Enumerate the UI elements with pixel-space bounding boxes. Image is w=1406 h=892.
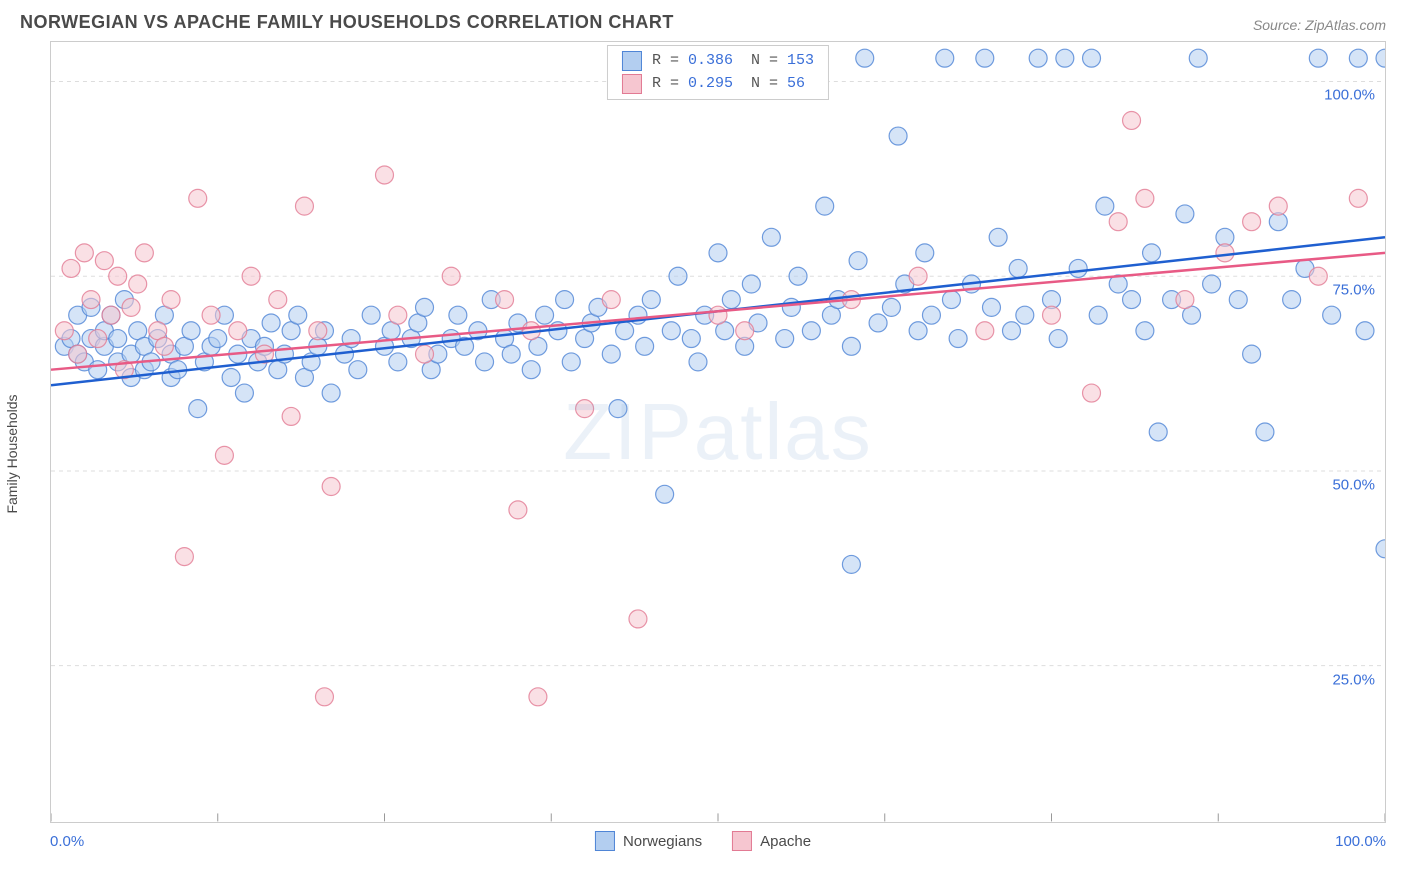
x-axis-max-label: 100.0% [1335, 833, 1386, 850]
y-tick-label: 25.0% [1332, 672, 1375, 689]
legend-swatch [595, 831, 615, 851]
y-tick-label: 50.0% [1332, 477, 1375, 494]
correlation-legend: R = 0.386 N = 153R = 0.295 N = 56 [607, 45, 829, 100]
y-tick-label: 100.0% [1324, 87, 1375, 104]
legend-item: Apache [732, 831, 811, 851]
y-tick-label: 75.0% [1332, 282, 1375, 299]
legend-swatch [622, 74, 642, 94]
x-axis-min-label: 0.0% [50, 833, 84, 850]
source-label: Source: ZipAtlas.com [1253, 17, 1386, 33]
correlation-legend-row: R = 0.386 N = 153 [622, 50, 814, 73]
legend-swatch [622, 51, 642, 71]
legend-item: Norwegians [595, 831, 702, 851]
scatter-plot-svg [51, 42, 1385, 822]
series-legend: Norwegians Apache [595, 831, 811, 851]
chart-plot-area: ZIPatlas R = 0.386 N = 153R = 0.295 N = … [50, 41, 1386, 823]
correlation-legend-row: R = 0.295 N = 56 [622, 73, 814, 96]
y-axis-label: Family Households [4, 394, 20, 513]
chart-title: NORWEGIAN VS APACHE FAMILY HOUSEHOLDS CO… [20, 12, 674, 33]
legend-swatch [732, 831, 752, 851]
